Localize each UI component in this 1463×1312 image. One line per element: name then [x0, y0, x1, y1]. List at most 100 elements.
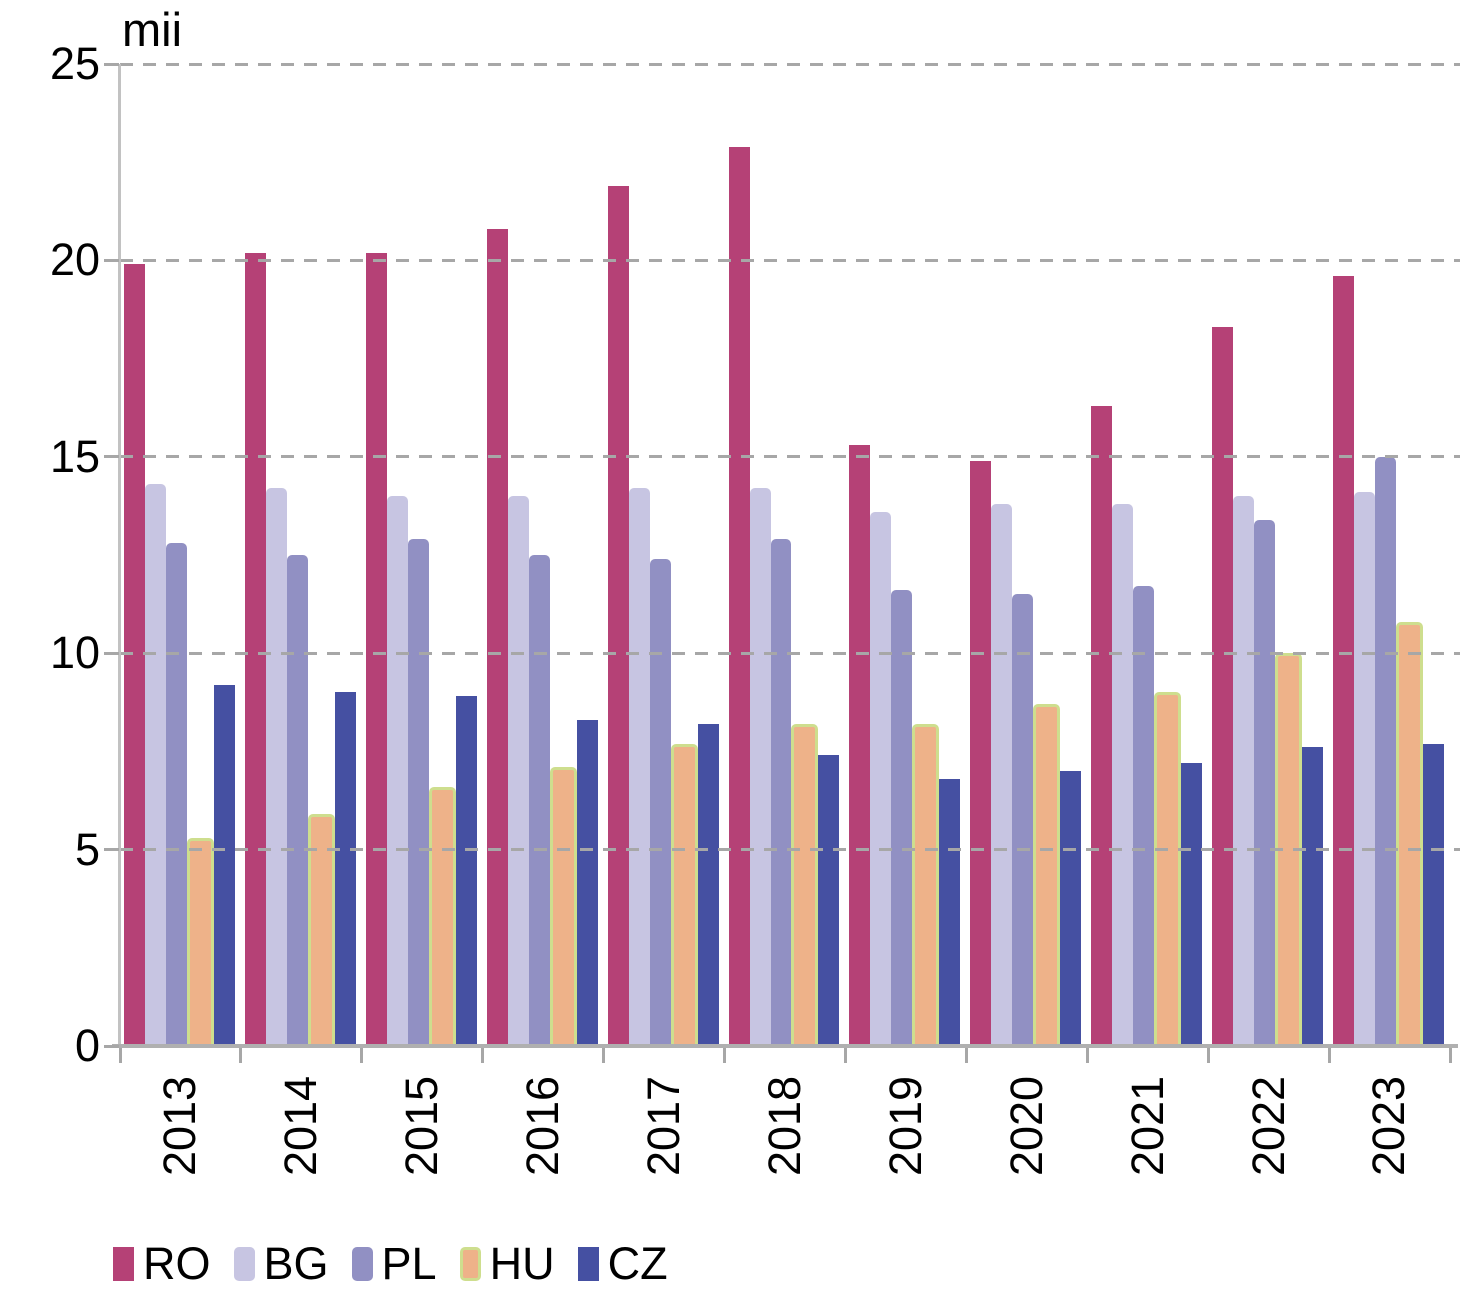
legend-swatch-pl [351, 1247, 373, 1281]
x-axis-label-text: 2016 [517, 1075, 569, 1177]
bar-bg-2014 [265, 488, 287, 1046]
bar-group-2018 [725, 64, 846, 1046]
x-axis-label-2017: 2017 [604, 1046, 725, 1206]
legend-swatch-bg [233, 1247, 255, 1281]
bar-group-2022 [1208, 64, 1329, 1046]
x-axis-label-text: 2023 [1363, 1075, 1415, 1177]
x-tick-8 [1085, 1048, 1089, 1063]
x-tick-2 [360, 1048, 364, 1063]
bar-bg-2019 [870, 511, 892, 1046]
x-axis-label-text: 2015 [396, 1075, 448, 1177]
legend: RO BG PL HU CZ [113, 1240, 668, 1288]
bar-cz-2021 [1181, 763, 1203, 1046]
y-axis-line [118, 64, 121, 1048]
bar-ro-2014 [244, 252, 266, 1046]
bar-cz-2017 [697, 723, 719, 1046]
bar-group-2015 [362, 64, 483, 1046]
x-axis-label-text: 2018 [758, 1075, 810, 1177]
legend-swatch-ro [113, 1247, 134, 1281]
bar-pl-2015 [407, 539, 429, 1046]
bar-bg-2017 [628, 488, 650, 1046]
x-tick-0 [118, 1048, 122, 1063]
legend-item-bg: BG [233, 1238, 329, 1289]
gridline-25 [120, 62, 1460, 66]
bar-ro-2016 [486, 228, 508, 1046]
gridline-15 [120, 455, 1460, 459]
y-tick-5 [104, 848, 119, 852]
x-axis-label-2015: 2015 [362, 1046, 483, 1206]
x-axis-label-text: 2020 [1000, 1075, 1052, 1177]
x-axis-label-2023: 2023 [1329, 1046, 1450, 1206]
bar-hu-2018 [791, 723, 819, 1046]
bar-pl-2017 [649, 558, 671, 1046]
legend-item-hu: HU [459, 1240, 555, 1288]
y-tick-10 [104, 651, 119, 655]
bar-ro-2022 [1212, 327, 1234, 1046]
y-axis-label-15: 15 [49, 430, 100, 482]
y-tick-15 [104, 455, 119, 459]
bar-ro-2020 [970, 460, 992, 1046]
bar-hu-2017 [670, 743, 698, 1046]
y-axis-label-0: 0 [74, 1020, 100, 1071]
x-tick-9 [1206, 1048, 1210, 1063]
legend-item-cz: CZ [577, 1238, 668, 1289]
x-axis-label-text: 2019 [879, 1075, 931, 1177]
bar-hu-2015 [428, 786, 456, 1046]
bar-hu-2020 [1033, 704, 1061, 1046]
bar-bg-2022 [1233, 496, 1255, 1046]
bar-bg-2015 [386, 496, 408, 1046]
y-tick-0 [104, 1044, 119, 1048]
legend-swatch-cz [577, 1247, 599, 1281]
bar-pl-2023 [1375, 456, 1397, 1046]
bar-cz-2015 [455, 696, 477, 1046]
bar-hu-2023 [1396, 621, 1423, 1046]
plot-area [120, 62, 1460, 1046]
legend-label-bg: BG [263, 1238, 329, 1289]
bar-group-2016 [483, 64, 604, 1046]
y-axis-label-10: 10 [49, 627, 100, 679]
bar-hu-2019 [912, 723, 940, 1046]
bar-pl-2013 [165, 543, 187, 1046]
x-axis-label-2019: 2019 [845, 1046, 966, 1206]
bar-ro-2017 [607, 185, 629, 1046]
legend-item-ro: RO [113, 1240, 211, 1288]
bar-bg-2013 [144, 484, 166, 1046]
bar-pl-2016 [528, 555, 550, 1046]
y-axis-label-20: 20 [49, 234, 100, 286]
bar-pl-2021 [1133, 586, 1155, 1046]
bar-cz-2023 [1423, 743, 1444, 1046]
legend-swatch-hu [459, 1247, 481, 1281]
bar-ro-2023 [1333, 276, 1355, 1046]
legend-label-cz: CZ [607, 1238, 668, 1289]
legend-item-pl: PL [351, 1238, 437, 1289]
x-tick-3 [481, 1048, 485, 1063]
x-axis-label-text: 2013 [154, 1075, 206, 1177]
x-tick-7 [964, 1048, 968, 1063]
bar-ro-2019 [849, 445, 871, 1046]
bar-groups [120, 64, 1450, 1046]
bar-group-2021 [1087, 64, 1208, 1046]
bar-cz-2016 [576, 719, 598, 1046]
x-axis-label-2016: 2016 [483, 1046, 604, 1206]
y-tick-25 [104, 62, 119, 66]
bar-pl-2022 [1254, 519, 1276, 1046]
bar-bg-2016 [507, 496, 529, 1046]
bar-cz-2018 [818, 755, 840, 1046]
bar-hu-2016 [549, 767, 577, 1046]
x-axis-label-2020: 2020 [966, 1046, 1087, 1206]
y-axis-label-25: 25 [49, 38, 100, 89]
bar-hu-2021 [1154, 692, 1182, 1046]
bar-group-2013 [120, 64, 241, 1046]
bar-pl-2019 [891, 590, 913, 1046]
bar-cz-2022 [1302, 747, 1324, 1046]
x-tick-1 [239, 1048, 243, 1063]
legend-label-pl: PL [381, 1238, 437, 1289]
bar-ro-2018 [728, 146, 750, 1046]
gridline-20 [120, 258, 1460, 262]
chart-title: mii [122, 3, 183, 56]
bar-group-2017 [604, 64, 725, 1046]
x-axis-label-2013: 2013 [120, 1046, 241, 1206]
bar-ro-2021 [1091, 405, 1113, 1046]
bar-group-2014 [241, 64, 362, 1046]
